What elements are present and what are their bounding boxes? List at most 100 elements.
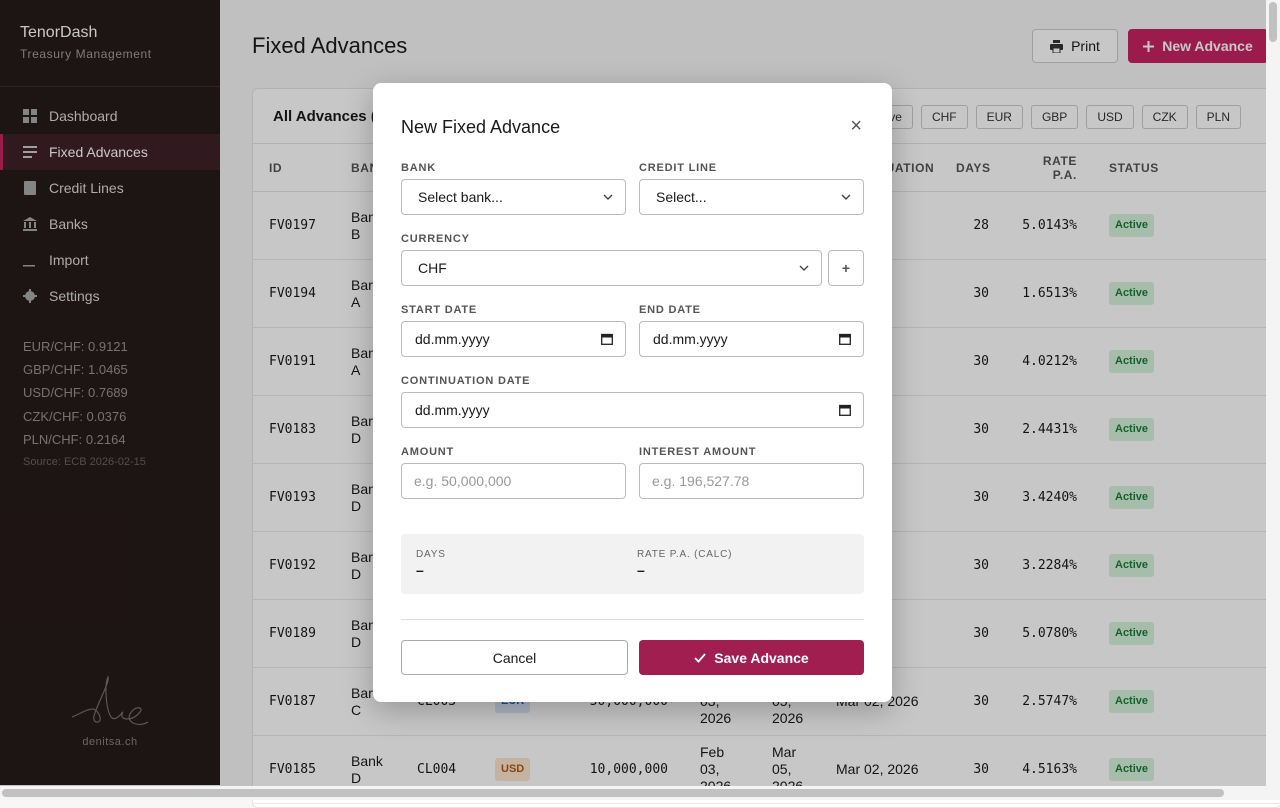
button-label: Save Advance	[714, 649, 809, 666]
new-advance-button[interactable]: New Advance	[1128, 29, 1268, 63]
filter-chip[interactable]: CZK	[1141, 105, 1188, 129]
cell: Active	[1093, 395, 1181, 464]
h-scrollbar[interactable]	[0, 786, 1280, 800]
add-currency-button[interactable]: +	[828, 250, 864, 286]
cell-text: 5.0780%	[1022, 626, 1077, 641]
scroll-thumb[interactable]	[1269, 2, 1277, 42]
cell: 2.5747%	[1005, 667, 1093, 736]
field-label: START DATE	[401, 304, 478, 316]
sidebar: TenorDash Treasury Management Dashboard …	[0, 0, 220, 785]
cell: FV0192	[253, 531, 335, 600]
column-header: RATE P.A.	[1005, 143, 1093, 192]
status-badge: Active	[1109, 758, 1155, 781]
status-badge: Active	[1109, 214, 1155, 237]
cell: Active	[1093, 531, 1181, 600]
continuation-date-input[interactable]: dd.mm.yyyy	[401, 392, 864, 428]
cell: Active	[1093, 259, 1181, 328]
nav-item[interactable]: Settings	[0, 278, 220, 314]
fx-rate: PLN/CHF: 0.2164	[23, 431, 126, 447]
brand: TenorDash	[20, 24, 98, 41]
cell-text: FV0192	[269, 558, 316, 573]
cell-text: FV0197	[269, 218, 316, 233]
cell: 5.0780%	[1005, 599, 1093, 668]
cell-text: 2.5747%	[1022, 694, 1077, 709]
cell: 30	[940, 667, 1005, 736]
save-button[interactable]: Save Advance	[639, 640, 864, 675]
filter-chip[interactable]: USD	[1086, 105, 1134, 129]
cell: 30	[940, 463, 1005, 532]
nav-label: Import	[49, 252, 89, 268]
signature: denitsa.ch	[82, 736, 138, 748]
cell: 1.6513%	[1005, 259, 1093, 328]
cell-text: FV0194	[269, 286, 316, 301]
credit-line-select[interactable]: Select...	[639, 179, 864, 215]
close-button[interactable]: ×	[850, 115, 862, 137]
nav-item[interactable]: Banks	[0, 206, 220, 242]
amount-input[interactable]: e.g. 50,000,000	[401, 463, 626, 499]
cell: 30	[940, 395, 1005, 464]
filter-chip[interactable]: EUR	[975, 105, 1023, 129]
status-badge: Active	[1109, 554, 1155, 577]
fx-rates: EUR/CHF: 0.9121 GBP/CHF: 1.0465 USD/CHF: 0…	[23, 335, 128, 451]
end-date-input[interactable]: dd.mm.yyyy	[639, 321, 864, 357]
cell: FV0183	[253, 395, 335, 464]
modal-title: New Fixed Advance	[401, 117, 561, 137]
input-value: dd.mm.yyyy	[653, 331, 728, 347]
cell-text: 30	[973, 354, 989, 369]
filter-chip[interactable]: GBP	[1030, 105, 1079, 129]
nav: Dashboard Fixed Advances Credit Lines Ba…	[0, 98, 220, 314]
print-button[interactable]: Print	[1032, 29, 1118, 63]
actions: ✎ ✕	[1181, 327, 1280, 396]
filter-chip[interactable]: CHF	[920, 105, 968, 129]
nav-item[interactable]: Import	[0, 242, 220, 278]
nav-item[interactable]: Fixed Advances	[0, 134, 220, 170]
cell: FV0191	[253, 327, 335, 396]
cell: FV0187	[253, 667, 335, 736]
cancel-button[interactable]: Cancel	[401, 640, 628, 675]
currency-select[interactable]: CHF	[401, 250, 822, 286]
cell-text: 2.4431%	[1022, 422, 1077, 437]
field-label: INTEREST AMOUNT	[639, 446, 757, 458]
cell: Active	[1093, 327, 1181, 396]
nav-label: Dashboard	[49, 108, 118, 124]
interest-input[interactable]: e.g. 196,527.78	[639, 463, 864, 499]
nav-item[interactable]: Dashboard	[0, 98, 220, 134]
filter-chip[interactable]: PLN	[1195, 105, 1241, 129]
cell-text: FV0183	[269, 422, 316, 437]
bank-select[interactable]: Select bank...	[401, 179, 626, 215]
divider	[0, 86, 220, 87]
v-scrollbar[interactable]	[1266, 0, 1280, 786]
modal: New Fixed Advance × BANK Select bank... …	[373, 83, 892, 702]
cell: Active	[1093, 463, 1181, 532]
cell-text: Mar 02, 2026	[836, 761, 919, 777]
calc-summary: DAYS – RATE P.A. (CALC) –	[401, 534, 864, 594]
cell-text: 1.6513%	[1022, 286, 1077, 301]
cell-text: 30	[973, 558, 989, 573]
field-label: CONTINUATION DATE	[401, 375, 531, 387]
field-label: BANK	[401, 162, 436, 174]
summary-label: DAYS	[416, 549, 446, 560]
column-header: STATUS	[1093, 143, 1181, 192]
cell-text: 4.5163%	[1022, 762, 1077, 777]
status-badge: Active	[1109, 690, 1155, 713]
nav-label: Credit Lines	[49, 180, 124, 196]
nav-label: Settings	[49, 288, 100, 304]
summary-value: –	[416, 562, 424, 578]
button-label: New Advance	[1162, 38, 1253, 54]
cell-text: FV0189	[269, 626, 316, 641]
status-badge: Active	[1109, 350, 1155, 373]
cell-text: 28	[973, 218, 989, 233]
status-badge: Active	[1109, 282, 1155, 305]
button-label: Print	[1071, 38, 1100, 54]
cell: 3.4240%	[1005, 463, 1093, 532]
cell-text: Bank D	[351, 752, 383, 786]
fx-rate: USD/CHF: 0.7689	[23, 385, 128, 401]
actions: ✎ ✕	[1181, 463, 1280, 532]
actions: ✎ ✕	[1181, 667, 1280, 736]
start-date-input[interactable]: dd.mm.yyyy	[401, 321, 626, 357]
scroll-thumb[interactable]	[2, 789, 1224, 797]
nav-item[interactable]: Credit Lines	[0, 170, 220, 206]
cell-text: FV0185	[269, 762, 316, 777]
summary-value: –	[637, 562, 645, 578]
